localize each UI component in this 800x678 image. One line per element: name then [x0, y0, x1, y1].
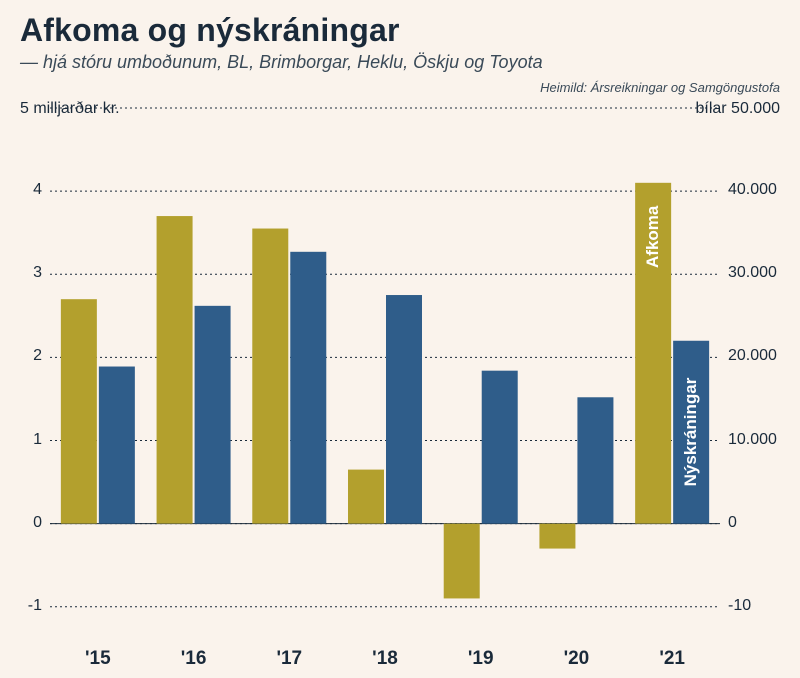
- bar-afkoma: [61, 299, 97, 523]
- bar-afkoma: [157, 216, 193, 524]
- right-tick: 30.000: [728, 264, 777, 282]
- bar-afkoma: [539, 524, 575, 549]
- left-tick: -1: [12, 597, 42, 615]
- x-category-label: '17: [259, 648, 319, 670]
- left-tick: 0: [12, 514, 42, 532]
- x-category-label: '21: [642, 648, 702, 670]
- bar-label-afkoma: Afkoma: [643, 208, 663, 268]
- right-tick: 40.000: [728, 181, 777, 199]
- bar-afkoma: [444, 524, 480, 599]
- x-category-label: '16: [164, 648, 224, 670]
- left-tick: 2: [12, 347, 42, 365]
- right-tick: 0: [728, 514, 737, 532]
- left-tick: 3: [12, 264, 42, 282]
- right-tick: 10.000: [728, 431, 777, 449]
- bar-afkoma: [252, 229, 288, 524]
- bar-label-nyskraningar: Nýskráningar: [681, 372, 701, 492]
- right-tick: -10: [728, 597, 751, 615]
- bar-nyskraningar: [386, 295, 422, 524]
- x-category-label: '15: [68, 648, 128, 670]
- bar-nyskraningar: [482, 371, 518, 524]
- x-category-label: '18: [355, 648, 415, 670]
- bar-nyskraningar: [99, 367, 135, 524]
- bar-afkoma: [348, 470, 384, 524]
- bar-nyskraningar: [195, 306, 231, 524]
- left-tick: 4: [12, 181, 42, 199]
- bar-nyskraningar: [577, 397, 613, 523]
- x-category-label: '19: [451, 648, 511, 670]
- chart-plot: [0, 0, 800, 678]
- left-tick: 1: [12, 431, 42, 449]
- right-tick: 20.000: [728, 347, 777, 365]
- x-category-label: '20: [546, 648, 606, 670]
- bar-nyskraningar: [290, 252, 326, 524]
